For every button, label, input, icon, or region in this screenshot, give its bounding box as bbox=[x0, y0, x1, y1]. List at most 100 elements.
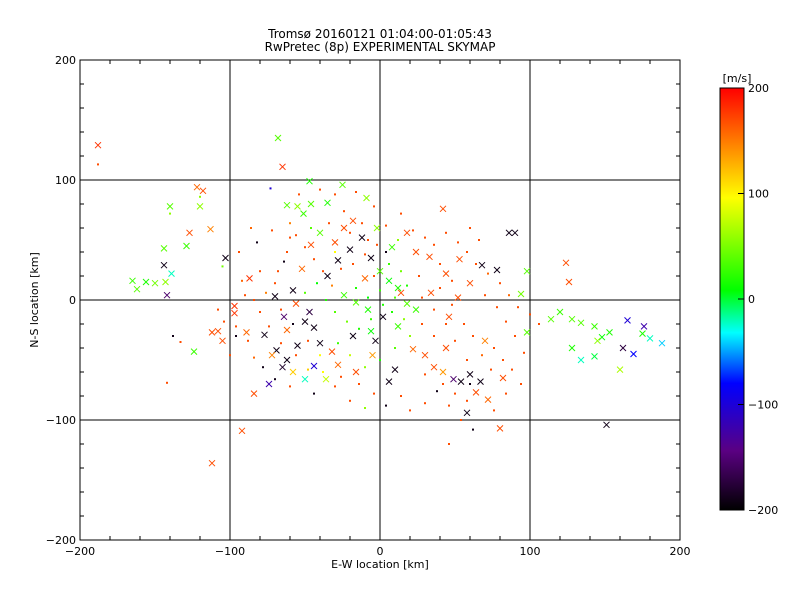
data-point-dot bbox=[235, 335, 237, 337]
data-point-dot bbox=[406, 284, 408, 287]
data-point-x bbox=[442, 344, 450, 352]
data-point-x bbox=[307, 241, 315, 249]
y-tick-label: 100 bbox=[55, 174, 76, 187]
data-point-x bbox=[265, 380, 273, 388]
data-point-x bbox=[517, 290, 525, 298]
data-point-dot bbox=[421, 296, 423, 299]
data-point-x bbox=[409, 345, 417, 353]
data-point-dot bbox=[298, 193, 300, 196]
data-point-x bbox=[594, 337, 601, 345]
data-point-dot bbox=[391, 311, 393, 313]
data-point-x bbox=[142, 278, 150, 286]
data-point-dot bbox=[340, 267, 342, 270]
data-point-x bbox=[292, 300, 300, 307]
data-point-x bbox=[511, 229, 519, 237]
data-point-x bbox=[268, 351, 276, 359]
x-axis-ticks: −200 −100 0 100 200 bbox=[65, 60, 691, 558]
data-point-dot bbox=[256, 241, 258, 244]
data-point-dot bbox=[466, 251, 468, 253]
data-point-x bbox=[279, 363, 286, 371]
data-point-x bbox=[591, 323, 598, 330]
data-point-x bbox=[556, 308, 564, 316]
data-point-dot bbox=[334, 385, 336, 388]
data-point-dot bbox=[349, 399, 351, 402]
data-point-x bbox=[283, 326, 291, 334]
data-point-dot bbox=[334, 311, 336, 313]
data-point-x bbox=[300, 210, 307, 217]
data-point-x bbox=[577, 319, 585, 327]
data-point-dot bbox=[433, 335, 435, 337]
data-point-x bbox=[306, 308, 313, 316]
y-tick-label: −200 bbox=[46, 534, 76, 547]
data-point-dot bbox=[364, 366, 366, 369]
data-point-x bbox=[477, 378, 484, 385]
data-point-dot bbox=[373, 392, 375, 395]
data-point-x bbox=[168, 270, 175, 277]
data-point-dot bbox=[454, 339, 456, 342]
data-point-dot bbox=[538, 323, 540, 325]
data-point-x bbox=[484, 396, 492, 403]
data-point-dot bbox=[394, 347, 396, 349]
data-point-dot bbox=[289, 385, 291, 388]
data-point-dot bbox=[373, 275, 375, 277]
data-point-dot bbox=[355, 191, 357, 193]
data-point-x bbox=[208, 459, 216, 467]
data-point-x bbox=[328, 348, 336, 355]
data-point-x bbox=[316, 229, 324, 237]
data-point-dot bbox=[421, 323, 423, 325]
data-point-dot bbox=[172, 335, 174, 337]
data-point-dot bbox=[448, 404, 450, 407]
data-point-dot bbox=[259, 311, 261, 313]
data-point-dot bbox=[376, 243, 378, 246]
data-point-x bbox=[403, 300, 411, 307]
data-point-dot bbox=[223, 320, 225, 323]
data-point-x bbox=[523, 329, 531, 336]
colorbar-ticks: 200 100 0 −100 −200 bbox=[738, 82, 778, 517]
data-point-x bbox=[364, 306, 372, 313]
data-point-x bbox=[340, 224, 348, 232]
data-point-dot bbox=[379, 359, 381, 361]
data-point-dot bbox=[463, 323, 465, 325]
data-point-x bbox=[214, 327, 222, 335]
colorbar-tick-label: 200 bbox=[748, 82, 769, 95]
data-point-x bbox=[499, 374, 507, 382]
data-point-x bbox=[376, 267, 384, 275]
data-point-x bbox=[639, 330, 646, 337]
data-point-dot bbox=[179, 341, 182, 343]
data-point-x bbox=[619, 344, 627, 352]
grid-lines bbox=[80, 60, 680, 540]
data-point-x bbox=[439, 205, 447, 213]
data-point-x bbox=[334, 361, 342, 369]
data-point-dot bbox=[221, 265, 224, 268]
data-point-dot bbox=[316, 282, 318, 285]
data-point-dot bbox=[523, 351, 525, 354]
data-point-dot bbox=[424, 236, 426, 239]
data-point-x bbox=[606, 329, 613, 336]
data-point-x bbox=[199, 187, 207, 195]
data-point-x bbox=[298, 265, 306, 273]
y-tick-label: 200 bbox=[55, 54, 76, 67]
data-point-x bbox=[208, 329, 216, 336]
data-point-dot bbox=[319, 354, 321, 357]
data-point-dot bbox=[331, 284, 333, 287]
x-tick-label: 0 bbox=[377, 545, 384, 558]
data-point-x bbox=[394, 323, 402, 330]
data-point-x bbox=[166, 203, 174, 210]
data-point-dot bbox=[385, 404, 387, 407]
data-point-x bbox=[243, 329, 250, 336]
data-point-x bbox=[352, 299, 360, 306]
data-point-dot bbox=[325, 299, 327, 301]
data-point-dot bbox=[505, 320, 507, 323]
data-point-x bbox=[289, 287, 297, 294]
data-point-x bbox=[562, 259, 570, 267]
data-point-dot bbox=[241, 279, 243, 282]
data-point-x bbox=[346, 246, 354, 253]
data-point-dot bbox=[199, 195, 201, 198]
data-point-dot bbox=[424, 402, 426, 405]
data-point-x bbox=[280, 313, 288, 321]
scatter-points bbox=[94, 134, 666, 467]
data-point-x bbox=[547, 315, 555, 323]
data-point-x bbox=[196, 203, 204, 210]
data-point-dot bbox=[253, 299, 255, 301]
data-point-x bbox=[640, 323, 648, 330]
